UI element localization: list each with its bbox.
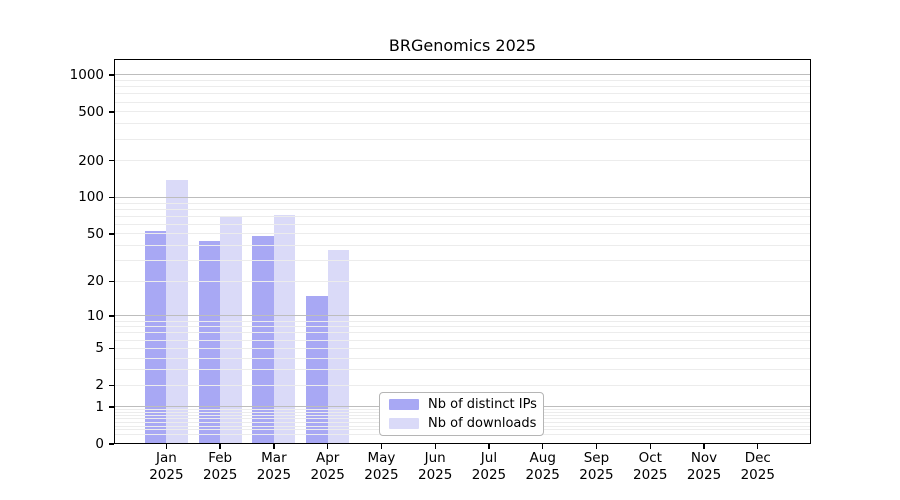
- y-tick-label: 200: [78, 152, 104, 169]
- x-tick-label: Jun 2025: [418, 450, 453, 483]
- x-tick-mark: [542, 444, 544, 449]
- legend-item: Nb of downloads: [380, 416, 543, 431]
- y-gridline-major: [114, 315, 811, 317]
- y-tick-label: 1: [95, 398, 104, 415]
- y-gridline-minor: [114, 160, 811, 162]
- y-tick-mark: [109, 233, 114, 235]
- legend: Nb of distinct IPs Nb of downloads: [379, 392, 544, 436]
- y-gridline-minor: [114, 80, 811, 82]
- x-tick-label: Dec 2025: [740, 450, 775, 483]
- y-tick-label: 500: [78, 103, 104, 120]
- y-gridline-minor: [114, 111, 811, 113]
- y-gridline-minor: [114, 339, 811, 341]
- y-gridline-minor: [114, 260, 811, 262]
- chart-title: BRGenomics 2025: [388, 36, 537, 55]
- x-tick-label: Sep 2025: [579, 450, 614, 483]
- bar-distinct-ips: [198, 240, 221, 444]
- x-tick-label: Mar 2025: [256, 450, 292, 483]
- x-tick-label: Apr 2025: [310, 450, 345, 483]
- legend-label: Nb of downloads: [428, 416, 537, 431]
- x-tick-label: Feb 2025: [202, 450, 238, 483]
- y-gridline-minor: [114, 93, 811, 95]
- y-tick-mark: [109, 384, 114, 386]
- bar-downloads: [166, 179, 188, 444]
- y-tick-mark: [109, 160, 114, 162]
- y-tick-mark: [109, 443, 114, 445]
- y-gridline-minor: [114, 245, 811, 247]
- x-tick-mark: [219, 444, 221, 449]
- y-tick-mark: [109, 347, 114, 349]
- y-gridline-minor: [114, 86, 811, 88]
- y-gridline-minor: [114, 202, 811, 204]
- x-tick-label: Nov 2025: [686, 450, 722, 483]
- y-tick-label: 2: [95, 377, 104, 394]
- bar-distinct-ips: [144, 230, 167, 444]
- x-tick-label: Aug 2025: [525, 450, 560, 483]
- x-tick-mark: [703, 444, 705, 449]
- y-gridline-major: [114, 74, 811, 76]
- y-gridline-minor: [114, 357, 811, 359]
- y-gridline-minor: [114, 280, 811, 282]
- bar-downloads: [273, 214, 296, 444]
- y-gridline-minor: [114, 332, 811, 334]
- x-tick-label: Jul 2025: [471, 450, 507, 483]
- y-tick-label: 20: [86, 273, 104, 290]
- x-tick-mark: [757, 444, 759, 449]
- y-gridline-minor: [114, 233, 811, 235]
- y-gridline-minor: [114, 320, 811, 322]
- legend-item: Nb of distinct IPs: [380, 397, 543, 412]
- y-tick-label: 50: [86, 225, 104, 242]
- legend-swatch: [389, 418, 419, 429]
- x-tick-mark: [273, 444, 275, 449]
- y-tick-label: 1000: [69, 66, 104, 83]
- y-tick-label: 100: [78, 189, 104, 206]
- y-gridline-minor: [114, 138, 811, 140]
- x-tick-mark: [595, 444, 598, 449]
- x-tick-mark: [380, 444, 383, 449]
- y-gridline-minor: [114, 369, 811, 371]
- y-tick-mark: [109, 315, 114, 317]
- y-tick-mark: [109, 196, 114, 199]
- x-tick-mark: [165, 444, 168, 449]
- x-tick-label: Oct 2025: [633, 450, 668, 483]
- y-tick-label: 10: [86, 307, 104, 324]
- y-gridline-minor: [114, 384, 811, 386]
- y-tick-label: 0: [95, 436, 104, 452]
- legend-swatch: [389, 399, 419, 410]
- y-gridline-minor: [114, 208, 811, 210]
- x-tick-mark: [434, 444, 436, 449]
- y-tick-mark: [109, 111, 114, 113]
- y-gridline-minor: [114, 347, 811, 349]
- x-tick-label: May 2025: [364, 450, 399, 483]
- y-gridline-minor: [114, 101, 811, 103]
- x-tick-mark: [488, 444, 490, 449]
- y-tick-mark: [109, 74, 114, 76]
- legend-label: Nb of distinct IPs: [428, 397, 537, 412]
- x-tick-label: Jan 2025: [149, 450, 184, 483]
- y-tick-mark: [109, 280, 114, 283]
- bar-downloads: [220, 216, 242, 444]
- bar-downloads: [327, 249, 350, 444]
- y-gridline-minor: [114, 123, 811, 125]
- y-gridline-major: [114, 196, 811, 198]
- y-tick-mark: [109, 406, 114, 408]
- y-tick-label: 5: [95, 340, 104, 357]
- y-gridline-minor: [114, 326, 811, 328]
- x-tick-mark: [326, 444, 329, 449]
- y-gridline-minor: [114, 223, 811, 225]
- x-tick-mark: [649, 444, 651, 449]
- y-gridline-minor: [114, 215, 811, 217]
